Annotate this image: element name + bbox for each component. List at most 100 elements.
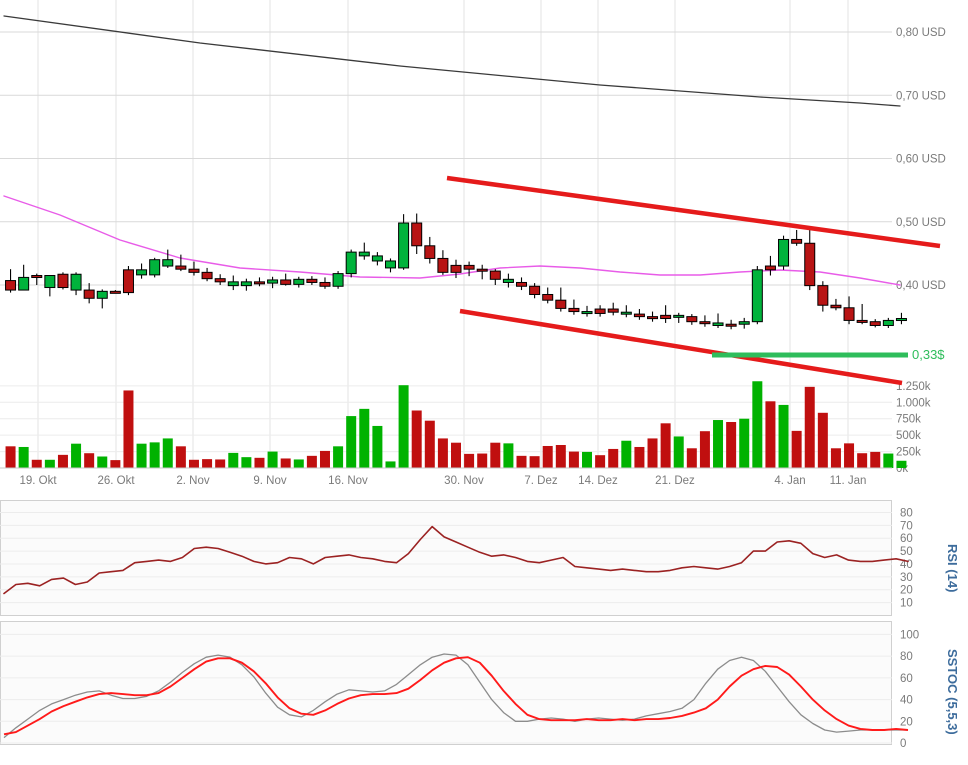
candle-body[interactable] [57, 273, 69, 289]
volume-bar[interactable] [359, 408, 370, 468]
volume-bar[interactable] [752, 381, 763, 468]
volume-bar[interactable] [71, 443, 82, 468]
candle-body[interactable] [633, 313, 645, 318]
candle-body[interactable] [44, 275, 56, 289]
volume-bar[interactable] [385, 461, 396, 468]
candle-body[interactable] [411, 222, 423, 247]
volume-bar[interactable] [398, 385, 409, 468]
volume-bar[interactable] [503, 443, 514, 468]
candle-body[interactable] [817, 285, 829, 306]
candle-body[interactable] [18, 276, 30, 291]
candle-body[interactable] [489, 270, 501, 280]
volume-bar[interactable] [31, 459, 42, 468]
candle-body[interactable] [267, 279, 279, 284]
volume-bar[interactable] [162, 438, 173, 468]
volume-bar[interactable] [726, 422, 737, 468]
candle-body[interactable] [516, 281, 528, 287]
candle-body[interactable] [764, 265, 776, 271]
volume-bar[interactable] [529, 456, 540, 468]
candle-body[interactable] [647, 316, 659, 320]
volume-bar[interactable] [870, 451, 881, 468]
volume-bar[interactable] [44, 459, 55, 468]
candle-body[interactable] [240, 281, 252, 287]
candle-body[interactable] [594, 308, 606, 314]
volume-bar[interactable] [293, 459, 304, 468]
candle-body[interactable] [122, 269, 134, 294]
candle-body[interactable] [607, 308, 619, 313]
volume-bar[interactable] [110, 460, 121, 468]
price-panel[interactable]: 0,80 USD 0,70 USD 0,60 USD 0,50 USD 0,40 USD… [0, 0, 968, 495]
volume-bar[interactable] [477, 453, 488, 468]
candle-body[interactable] [791, 238, 803, 244]
volume-bar[interactable] [451, 442, 461, 468]
volume-bar[interactable] [319, 450, 330, 468]
candle-body[interactable] [568, 307, 580, 313]
candle-body[interactable] [345, 251, 357, 275]
candle-body[interactable] [280, 279, 292, 285]
candle-body[interactable] [175, 265, 187, 270]
volume-bar[interactable] [228, 452, 239, 468]
volume-bar[interactable] [621, 440, 632, 468]
candle-body[interactable] [882, 319, 894, 326]
volume-bar[interactable] [778, 404, 789, 468]
volume-bar[interactable] [136, 443, 147, 468]
candle-body[interactable] [450, 264, 462, 273]
volume-bar[interactable] [804, 386, 815, 468]
trendlines[interactable] [446, 175, 941, 386]
candle-body[interactable] [843, 307, 855, 321]
candle-body[interactable] [70, 273, 82, 291]
candle-body[interactable] [555, 299, 567, 309]
volume-bar[interactable] [490, 442, 501, 468]
volume-bar[interactable] [817, 412, 828, 468]
volume-bar[interactable] [215, 459, 226, 468]
candle-body[interactable] [463, 264, 475, 270]
volume-bar[interactable] [97, 456, 108, 469]
candle-body[interactable] [476, 268, 488, 272]
volume-bar[interactable] [713, 420, 724, 468]
volume-bar[interactable] [857, 453, 868, 468]
candle-body[interactable] [712, 322, 724, 326]
volume-bar[interactable] [673, 436, 684, 468]
candle-body[interactable] [384, 260, 396, 269]
volume-bar[interactable] [57, 454, 68, 468]
candle-body[interactable] [83, 289, 95, 299]
volume-bar[interactable] [699, 431, 710, 468]
volume-bar[interactable] [516, 455, 527, 468]
candle-body[interactable] [188, 268, 200, 273]
volume-bar[interactable] [254, 457, 265, 468]
candle-body[interactable] [358, 251, 370, 257]
volume-bars[interactable] [5, 381, 907, 469]
volume-bar[interactable] [555, 445, 566, 468]
candle-body[interactable] [869, 321, 881, 326]
trendline-channel-upper[interactable] [446, 175, 941, 249]
candle-body[interactable] [306, 278, 318, 283]
candle-body[interactable] [895, 318, 907, 322]
volume-bar[interactable] [18, 446, 29, 468]
volume-bar[interactable] [188, 459, 199, 468]
volume-bar[interactable] [582, 451, 593, 468]
volume-bar[interactable] [634, 446, 645, 468]
candle-body[interactable] [738, 321, 750, 325]
rsi-panel[interactable]: 80 70 60 50 40 30 20 10 RSI (14) [0, 498, 968, 617]
volume-bar[interactable] [844, 443, 855, 468]
candle-body[interactable] [529, 285, 541, 295]
candle-body[interactable] [253, 281, 265, 285]
candle-body[interactable] [620, 311, 632, 315]
candle-body[interactable] [778, 238, 790, 267]
candle-body[interactable] [227, 281, 239, 287]
volume-bar[interactable] [5, 446, 16, 468]
candle-body[interactable] [398, 222, 410, 269]
candle-body[interactable] [699, 321, 711, 325]
volume-bar[interactable] [437, 438, 448, 468]
stochastic-chart-svg[interactable]: 100 80 60 40 20 0 SSTOC (5,5,3) [0, 619, 968, 765]
volume-bar[interactable] [608, 448, 619, 468]
volume-bar[interactable] [306, 455, 317, 468]
candle-body[interactable] [725, 323, 737, 327]
volume-bar[interactable] [175, 446, 186, 468]
price-chart-svg[interactable]: 0,80 USD 0,70 USD 0,60 USD 0,50 USD 0,40 USD… [0, 0, 968, 495]
candle-body[interactable] [201, 271, 213, 280]
candle-body[interactable] [542, 293, 554, 301]
candle-body[interactable] [437, 257, 449, 273]
stochastic-panel[interactable]: 100 80 60 40 20 0 SSTOC (5,5,3) [0, 619, 968, 765]
candle-body[interactable] [581, 311, 593, 315]
